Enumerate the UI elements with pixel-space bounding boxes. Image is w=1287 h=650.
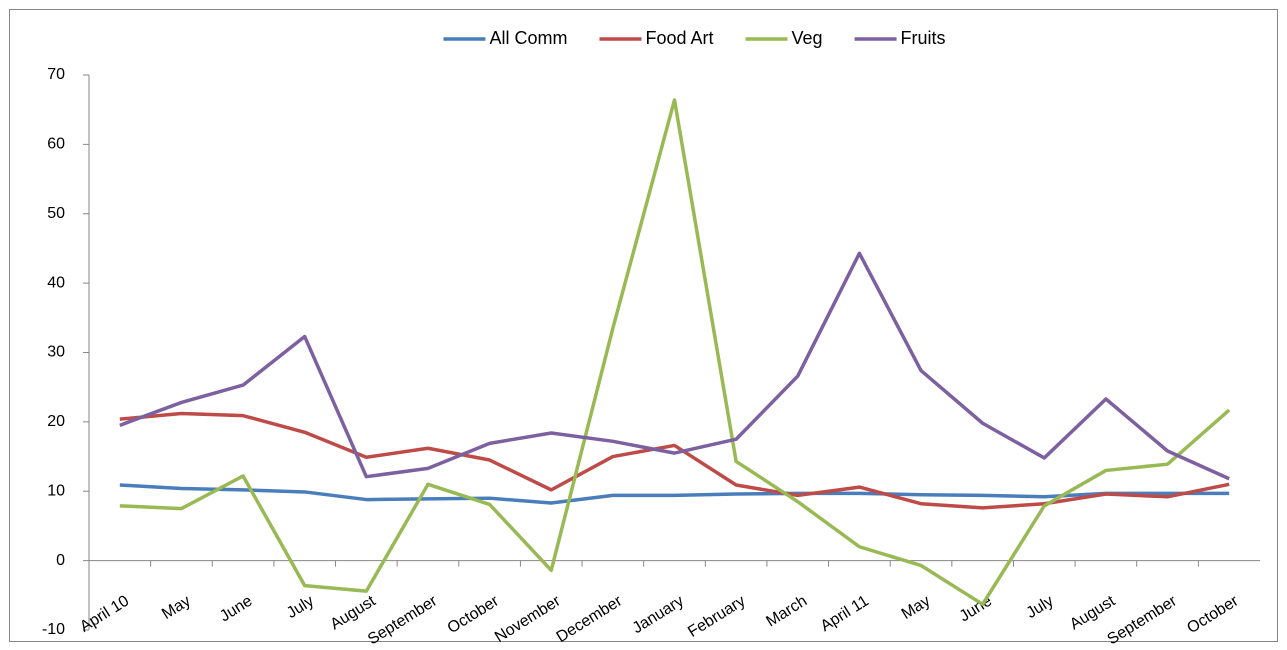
chart-border <box>9 9 1278 642</box>
y-tick-label: 0 <box>56 552 65 569</box>
y-tick-label: 20 <box>47 413 65 430</box>
series-line <box>119 251 1230 481</box>
y-tick-label: 40 <box>47 274 65 291</box>
y-tick-label: 60 <box>47 136 65 153</box>
series-line <box>119 483 1230 505</box>
y-tick-label: 30 <box>47 344 65 361</box>
series-line <box>119 98 1231 607</box>
legend-label: Veg <box>792 28 823 48</box>
y-tick-label: -10 <box>42 621 65 638</box>
legend-label: Food Art <box>645 28 713 48</box>
legend-label: All Comm <box>489 28 567 48</box>
legend-label: Fruits <box>901 28 946 48</box>
y-tick-label: 50 <box>47 205 65 222</box>
y-tick-label: 10 <box>47 482 65 499</box>
series-line <box>119 411 1230 510</box>
y-tick-label: 70 <box>47 66 65 83</box>
